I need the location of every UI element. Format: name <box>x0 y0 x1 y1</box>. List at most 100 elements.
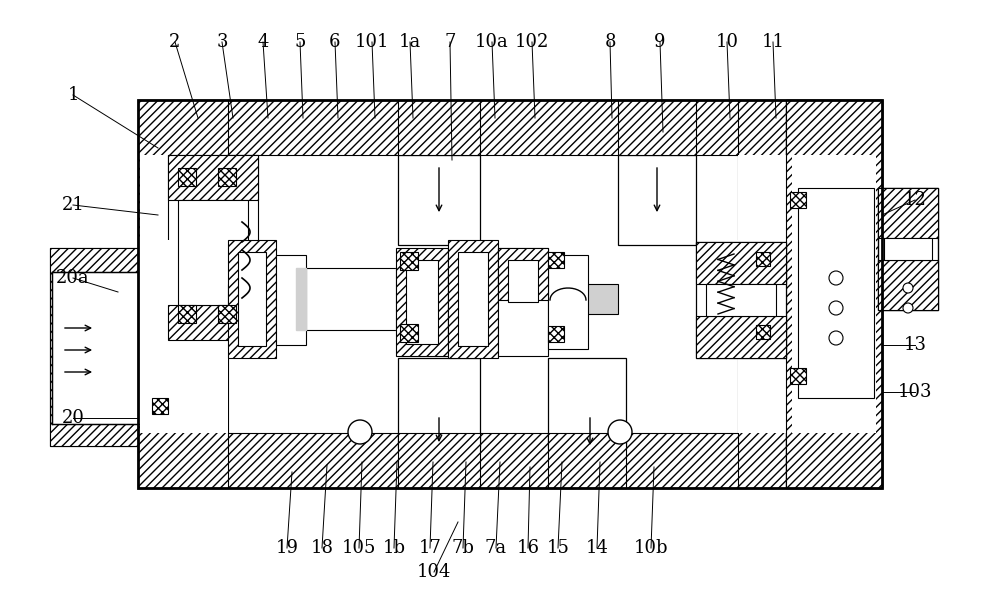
Text: 15: 15 <box>547 539 569 557</box>
Text: 20a: 20a <box>56 269 90 287</box>
Bar <box>178 305 196 323</box>
Bar <box>178 200 248 305</box>
Text: 101: 101 <box>355 33 389 51</box>
Bar <box>696 242 786 358</box>
Circle shape <box>829 301 843 315</box>
Text: 20: 20 <box>62 409 84 427</box>
Circle shape <box>903 283 913 293</box>
Bar <box>790 368 806 384</box>
Bar <box>238 252 266 346</box>
Text: 12: 12 <box>904 191 926 209</box>
Text: 1b: 1b <box>382 539 406 557</box>
Bar <box>756 325 770 339</box>
Bar <box>786 100 882 488</box>
Bar <box>52 272 140 424</box>
Bar <box>498 248 548 300</box>
Text: 1a: 1a <box>399 33 421 51</box>
Bar <box>706 284 776 316</box>
Text: 10a: 10a <box>475 33 509 51</box>
Bar <box>792 155 876 433</box>
Text: 10: 10 <box>716 33 738 51</box>
Bar <box>398 100 480 155</box>
Bar <box>138 100 228 488</box>
Bar <box>884 238 932 260</box>
Text: 6: 6 <box>329 33 341 51</box>
Bar <box>790 192 806 208</box>
Bar <box>756 252 770 266</box>
Bar <box>400 252 418 270</box>
Text: 21: 21 <box>62 196 84 214</box>
Polygon shape <box>296 268 306 330</box>
Text: 13: 13 <box>904 336 926 354</box>
Bar <box>548 255 588 349</box>
Text: 1: 1 <box>67 86 79 104</box>
Circle shape <box>903 303 913 313</box>
Circle shape <box>829 331 843 345</box>
Text: 105: 105 <box>342 539 376 557</box>
Bar <box>878 260 938 310</box>
Text: 18: 18 <box>310 539 334 557</box>
Text: 10b: 10b <box>634 539 668 557</box>
Bar <box>548 326 564 342</box>
Bar <box>548 252 564 268</box>
Bar <box>400 324 418 342</box>
Text: 102: 102 <box>515 33 549 51</box>
Circle shape <box>348 420 372 444</box>
Text: 7b: 7b <box>452 539 474 557</box>
Text: 4: 4 <box>257 33 269 51</box>
Bar <box>140 155 228 433</box>
Bar <box>276 255 306 345</box>
Bar <box>618 155 696 245</box>
Bar <box>696 242 786 284</box>
Bar <box>138 100 882 155</box>
Bar <box>406 260 438 344</box>
Bar <box>696 316 786 358</box>
Bar <box>786 100 882 488</box>
Bar <box>398 433 480 488</box>
Text: 11: 11 <box>762 33 784 51</box>
Text: 104: 104 <box>417 563 451 581</box>
Bar <box>878 188 938 238</box>
Bar <box>498 248 548 356</box>
Bar <box>798 188 874 398</box>
Bar <box>618 100 696 155</box>
Bar <box>152 398 168 414</box>
Text: 8: 8 <box>604 33 616 51</box>
Bar <box>878 188 938 310</box>
Bar <box>50 248 142 446</box>
Bar <box>548 433 626 488</box>
Text: 19: 19 <box>276 539 298 557</box>
Bar <box>218 305 236 323</box>
Bar <box>138 100 882 488</box>
Bar <box>396 248 448 356</box>
Circle shape <box>829 271 843 285</box>
Bar <box>138 240 738 358</box>
Bar <box>228 240 276 358</box>
Text: 5: 5 <box>294 33 306 51</box>
Text: 103: 103 <box>898 383 932 401</box>
Circle shape <box>608 420 632 444</box>
Text: 2: 2 <box>169 33 181 51</box>
Text: 16: 16 <box>516 539 540 557</box>
Text: 9: 9 <box>654 33 666 51</box>
Text: 14: 14 <box>586 539 608 557</box>
Text: 7: 7 <box>444 33 456 51</box>
Bar <box>168 155 258 200</box>
Bar <box>178 168 196 186</box>
Text: 17: 17 <box>419 539 441 557</box>
Bar <box>448 255 478 345</box>
Bar <box>738 100 882 488</box>
Polygon shape <box>396 268 406 330</box>
Bar <box>508 260 538 302</box>
Bar <box>168 155 258 340</box>
Bar <box>738 155 882 433</box>
Text: 3: 3 <box>216 33 228 51</box>
Bar <box>398 358 480 448</box>
Text: 7a: 7a <box>485 539 507 557</box>
Bar <box>548 358 626 448</box>
Bar <box>57 285 135 411</box>
Bar <box>228 284 618 314</box>
Bar <box>448 240 498 358</box>
Bar <box>398 155 480 245</box>
Bar <box>458 252 488 346</box>
